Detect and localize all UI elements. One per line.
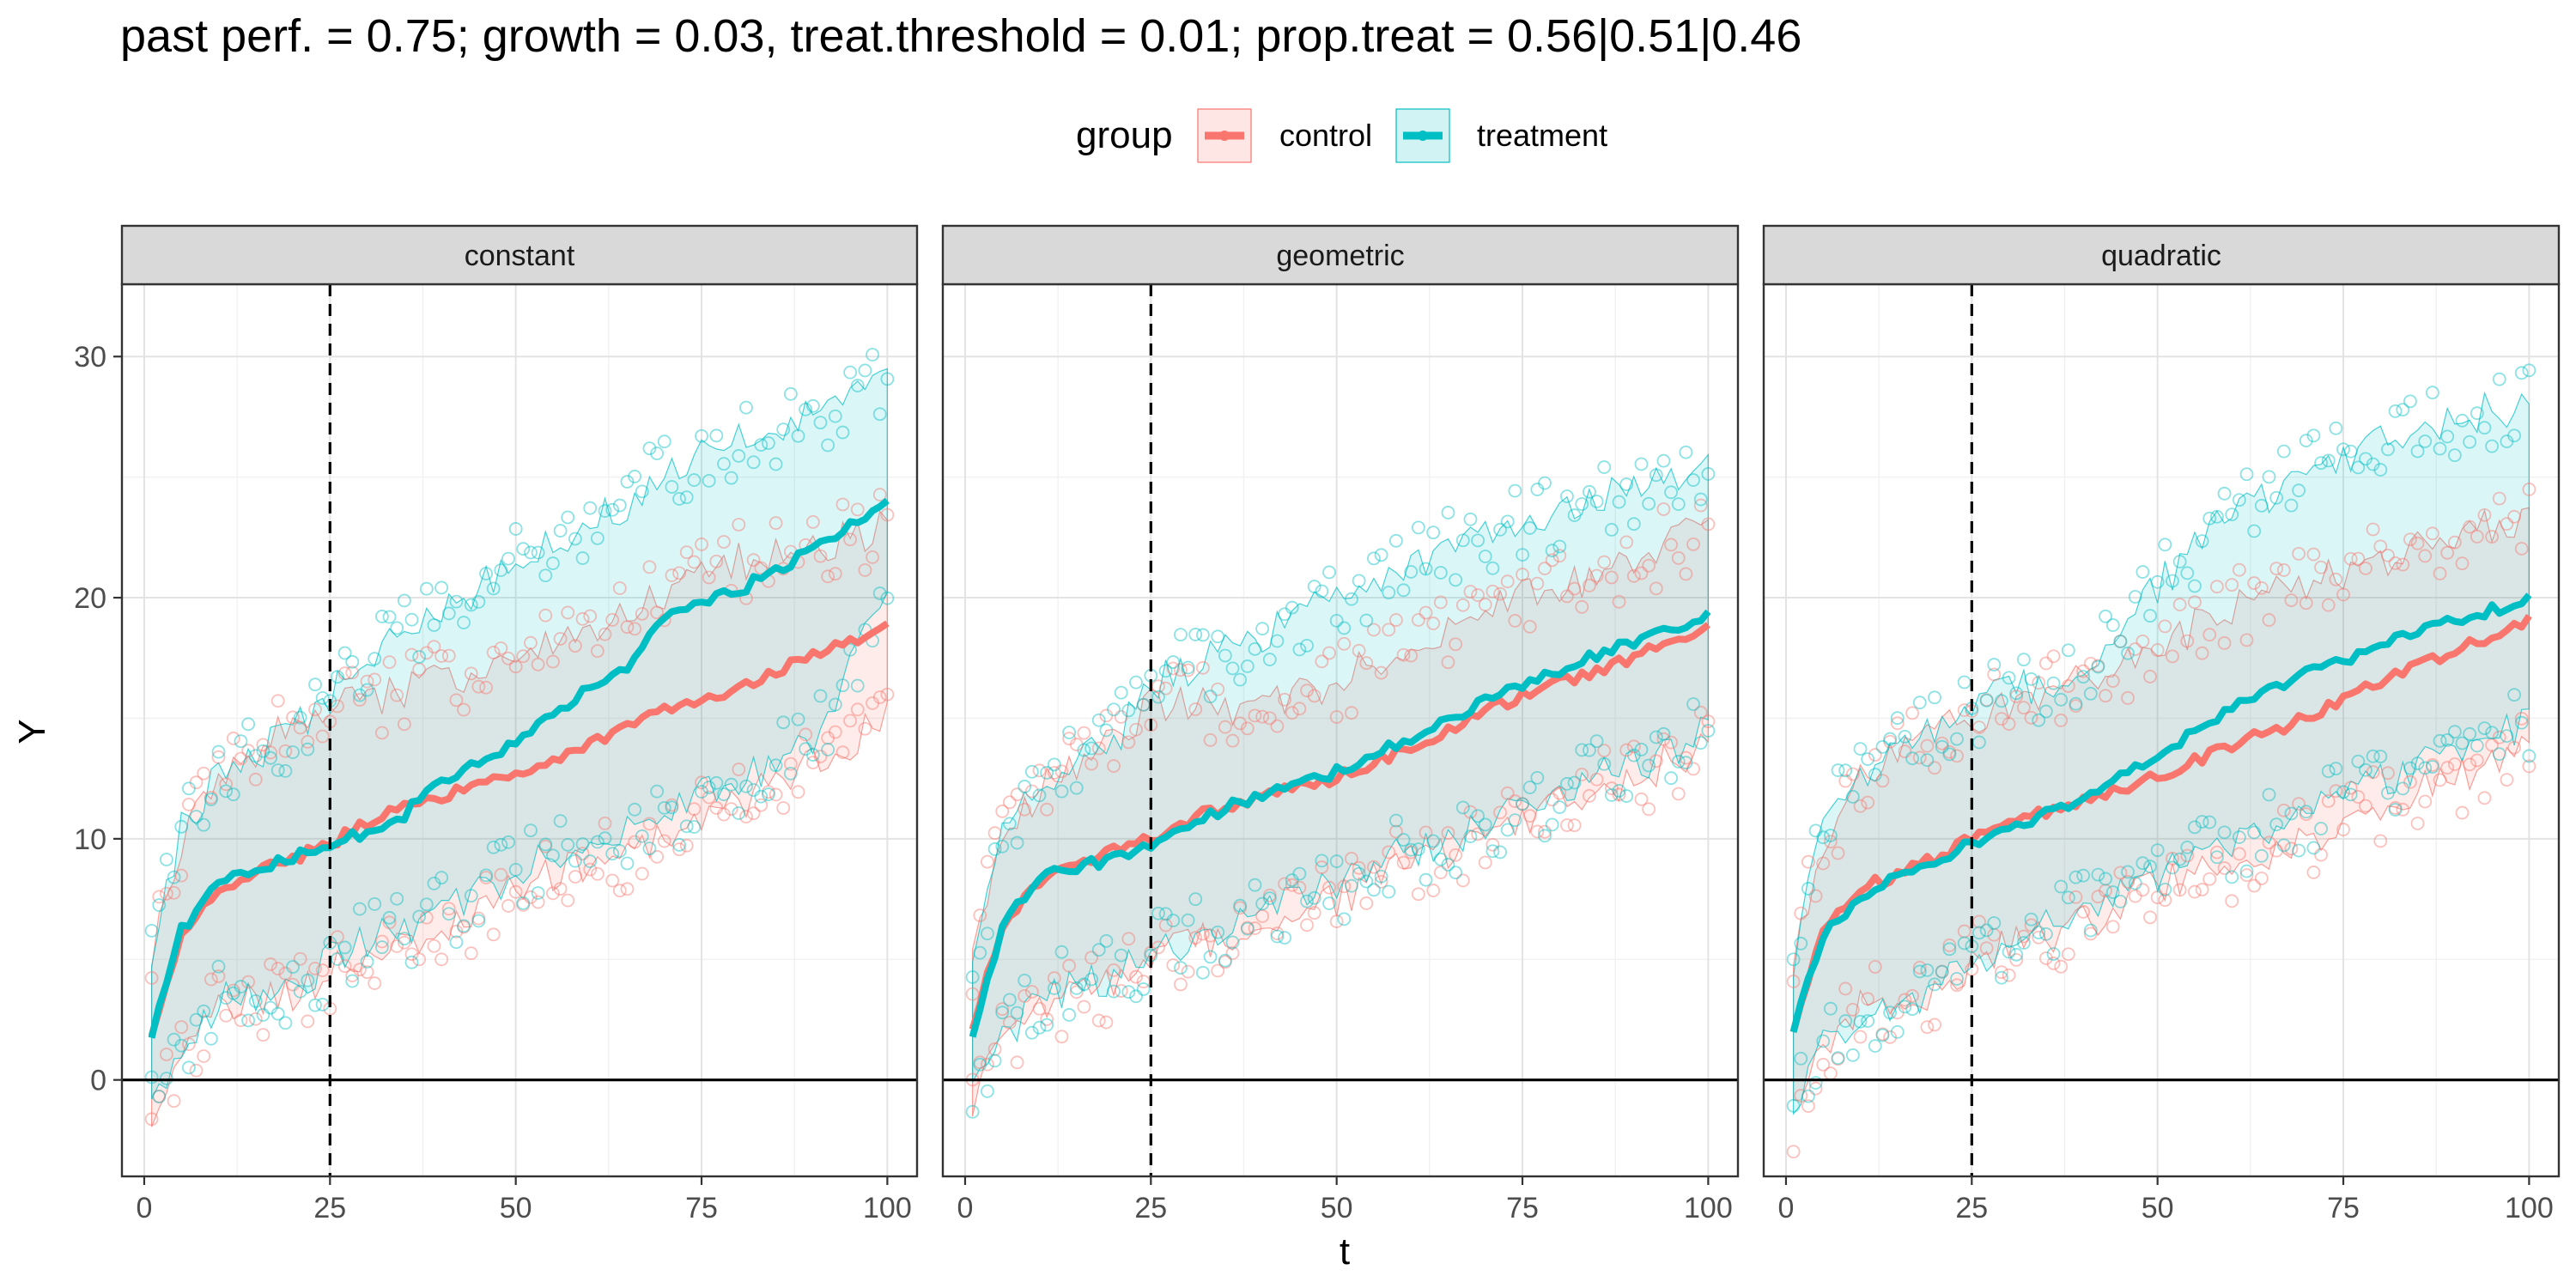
x-tick-label: 50 — [1321, 1192, 1353, 1224]
legend-title: group — [1076, 114, 1173, 156]
y-tick-label: 20 — [74, 582, 106, 615]
x-tick-label: 75 — [1506, 1192, 1539, 1224]
panel-quadratic: quadratic 0 25 50 75 100 — [1764, 226, 2559, 1224]
x-tick-label: 25 — [313, 1192, 346, 1224]
y-axis-title: Y — [11, 719, 53, 744]
legend-key-point — [1219, 131, 1230, 141]
x-axis-title: t — [1340, 1230, 1350, 1273]
legend-key-treatment — [1394, 107, 1451, 164]
strip-label-geometric: geometric — [1276, 240, 1404, 272]
facet-panels: constant 0 25 50 75 100 0 10 20 30 geometric 0 25 50 7… — [74, 226, 2559, 1224]
x-tick-label: 25 — [1955, 1192, 1988, 1224]
strip-label-quadratic: quadratic — [2101, 240, 2221, 272]
chart-title: past perf. = 0.75; growth = 0.03, treat.… — [120, 10, 1801, 62]
x-tick-label: 0 — [957, 1192, 974, 1224]
y-tick-label: 0 — [90, 1065, 106, 1097]
strip-label-constant: constant — [465, 240, 575, 272]
legend-key-control — [1196, 107, 1253, 164]
panel-constant: constant 0 25 50 75 100 0 10 20 30 — [74, 226, 917, 1224]
y-tick-label: 10 — [74, 823, 106, 856]
x-tick-label: 100 — [2505, 1192, 2554, 1224]
y-tick-label: 30 — [74, 341, 106, 374]
x-tick-label: 100 — [1684, 1192, 1733, 1224]
x-tick-label: 25 — [1134, 1192, 1167, 1224]
x-tick-label: 100 — [863, 1192, 912, 1224]
legend-key-point — [1418, 131, 1428, 141]
x-tick-label: 75 — [2327, 1192, 2360, 1224]
legend: group control treatment — [1076, 107, 1607, 164]
x-tick-label: 0 — [137, 1192, 153, 1224]
panel-geometric: geometric 0 25 50 75 100 — [943, 226, 1738, 1224]
legend-label-control: control — [1279, 118, 1372, 153]
legend-label-treatment: treatment — [1477, 118, 1607, 153]
x-tick-label: 0 — [1778, 1192, 1795, 1224]
x-tick-label: 50 — [500, 1192, 532, 1224]
x-tick-label: 50 — [2142, 1192, 2174, 1224]
x-tick-label: 75 — [685, 1192, 718, 1224]
